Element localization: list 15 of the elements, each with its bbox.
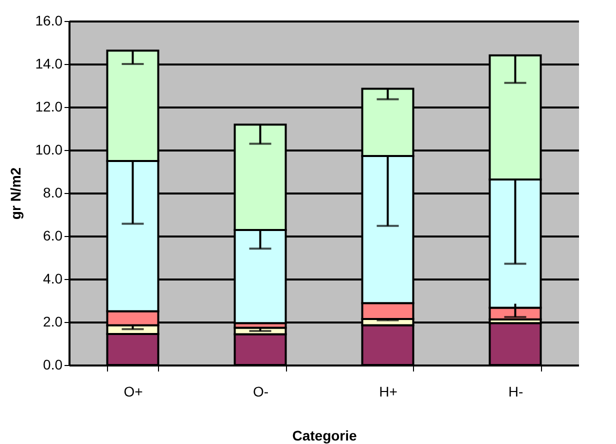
- y-tick-label: 12.0: [35, 98, 63, 114]
- y-tick-label: 8.0: [43, 184, 63, 200]
- y-tick-label: 16.0: [35, 12, 63, 28]
- y-tick-label: 2.0: [43, 314, 63, 330]
- y-tick-label: 14.0: [35, 56, 63, 72]
- y-tick-label: 10.0: [35, 142, 63, 158]
- x-tick-label: O-: [252, 384, 269, 400]
- x-tick-label: H+: [379, 384, 398, 400]
- x-axis-title: Categorie: [292, 428, 357, 444]
- y-tick-label: 6.0: [43, 228, 63, 244]
- x-tick-label: H-: [508, 384, 524, 400]
- y-axis-title: gr N/m2: [7, 167, 24, 220]
- y-tick-label: 0.0: [43, 356, 63, 372]
- y-tick-label: 4.0: [43, 270, 63, 286]
- x-tick-label: O+: [124, 384, 143, 400]
